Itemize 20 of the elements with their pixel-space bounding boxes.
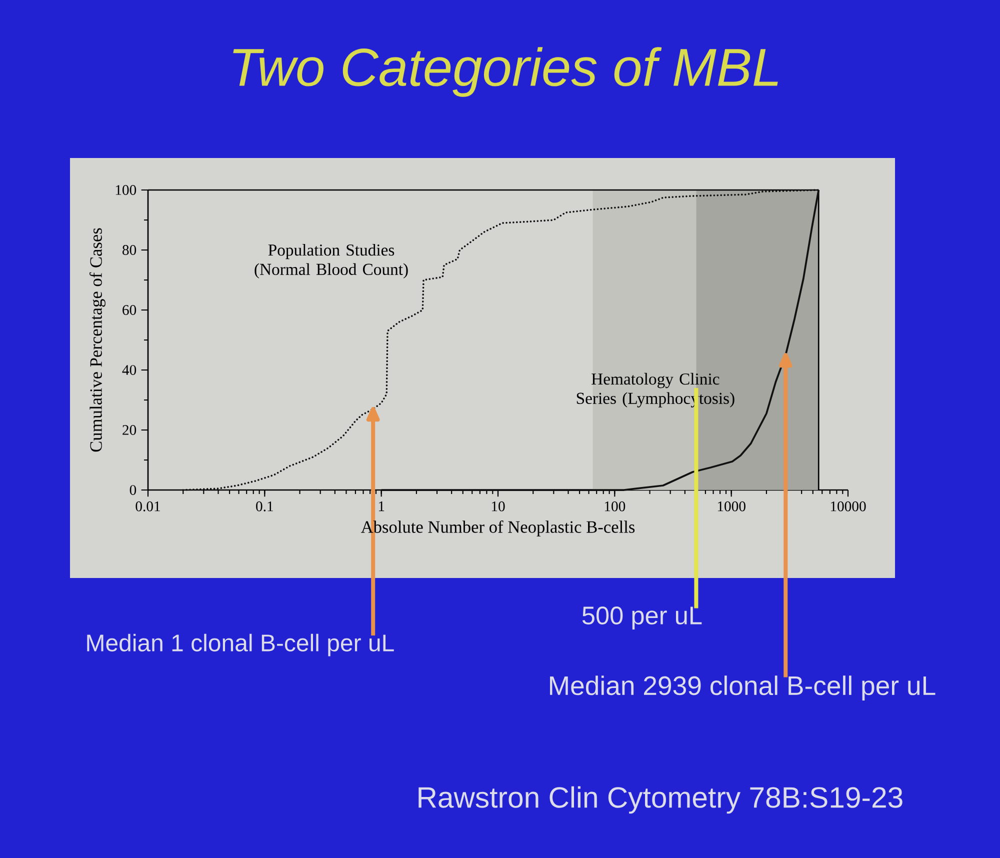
y-tick-label: 60 [122,305,136,315]
x-tick-label: 10 [492,501,505,512]
annotation: 500 per uL [582,606,702,630]
annotation: Median 2939 clonal B-cell per uL [550,676,936,700]
y-tick-label: 80 [122,245,136,255]
y-tick-label: 100 [116,185,136,195]
annotation: Median 1 clonal B-cell per uL [87,634,394,656]
x-tick-label: 1000 [718,501,746,512]
x-tick-label: 0.01 [136,501,160,512]
y-tick-label: 40 [122,365,136,375]
x-tick-label: 0.1 [256,501,273,512]
text: Rawstron Clin Cytometry 78B:S19-23 [418,786,902,814]
x-tick-label: 100 [604,501,626,512]
y-tick-label: 20 [122,425,136,435]
series-label: Population Studies (Normal Blood Count) [254,244,408,278]
y-tick-label: 0 [130,485,136,495]
chart-title: Two Categories of MBL [233,47,778,97]
y-axis-title: Cumulative Percentage of Cases [90,228,106,452]
x-tick-label: 1 [378,501,384,512]
x-tick-label: 10000 [830,501,866,512]
